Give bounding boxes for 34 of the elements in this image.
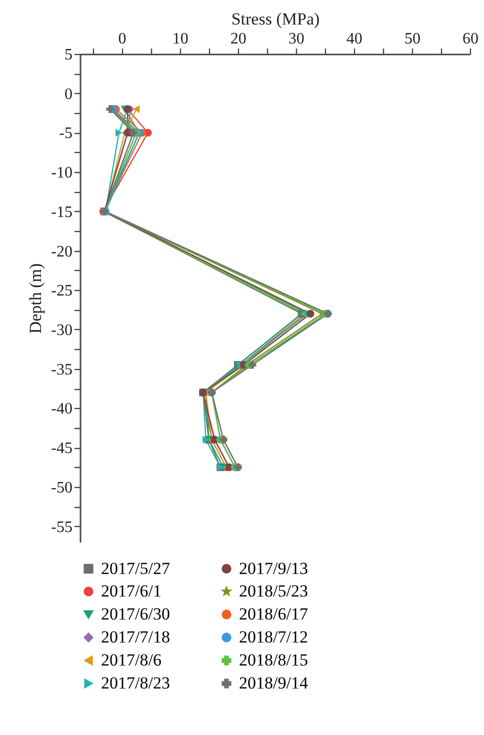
legend-label: 2018/9/14 — [239, 674, 308, 692]
x-tick-label: 40 — [346, 30, 362, 48]
legend-label: 2018/8/15 — [239, 650, 308, 670]
y-tick-label: -50 — [51, 479, 72, 496]
x-tick-label: 20 — [230, 30, 246, 48]
legend-label: 2018/7/12 — [239, 628, 308, 646]
y-tick-label: -5 — [59, 125, 72, 142]
legend-label: 2017/8/6 — [101, 650, 162, 670]
y-tick-label: -55 — [51, 518, 72, 536]
y-tick-label: -25 — [51, 282, 72, 300]
y-tick-label: -40 — [51, 400, 72, 418]
legend-label: 2017/6/1 — [101, 582, 162, 600]
legend-label: 2017/9/13 — [239, 558, 308, 578]
x-tick-label: 50 — [404, 30, 420, 48]
y-tick-label: 5 — [64, 46, 72, 64]
y-tick-label: -30 — [51, 322, 72, 339]
y-tick-label: -15 — [51, 204, 72, 221]
x-tick-label: 10 — [172, 30, 188, 48]
legend-label: 2018/6/17 — [239, 604, 308, 624]
y-tick-label: 0 — [64, 86, 72, 103]
legend-label: 2017/6/30 — [101, 604, 170, 624]
x-tick-label: 60 — [462, 30, 478, 48]
y-tick-label: -20 — [51, 243, 72, 260]
x-tick-label: 30 — [288, 30, 304, 48]
y-tick-label: -45 — [51, 440, 72, 458]
legend-label: 2017/7/18 — [101, 628, 170, 646]
x-axis-title: Stress (MPa) — [231, 10, 320, 28]
y-axis-title: Depth (m) — [26, 263, 46, 334]
legend-label: 2017/8/23 — [101, 674, 170, 692]
x-tick-label: 0 — [118, 30, 126, 48]
y-tick-label: -10 — [51, 164, 72, 182]
legend-label: 2017/5/27 — [101, 558, 170, 578]
legend-label: 2018/5/23 — [239, 582, 308, 600]
y-tick-label: -35 — [51, 361, 72, 378]
